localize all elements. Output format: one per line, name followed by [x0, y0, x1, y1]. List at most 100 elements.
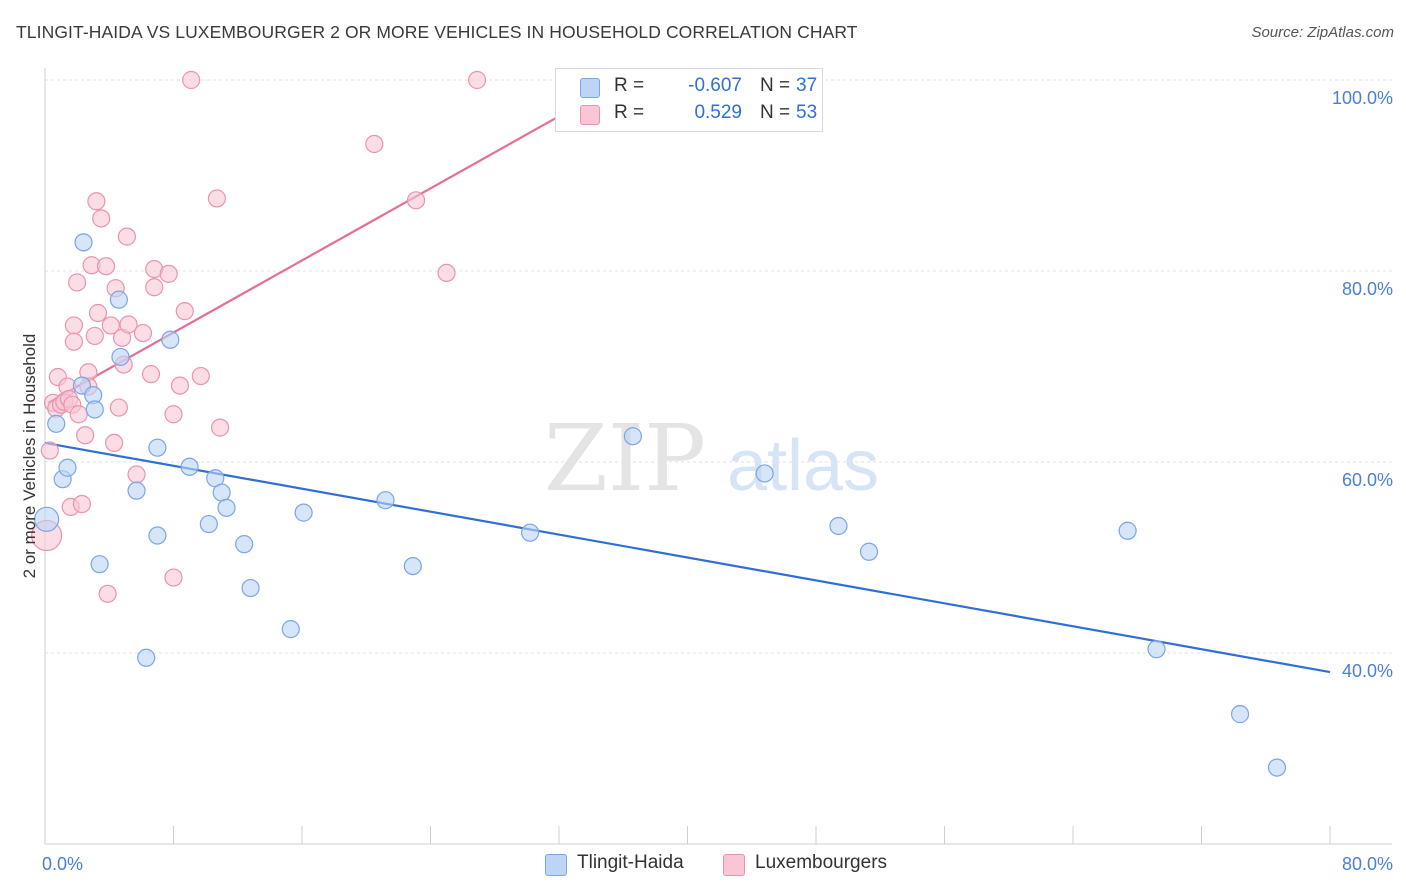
blue-swatch [580, 78, 600, 98]
tlingit-haida-point [34, 506, 60, 532]
tlingit-haida-point [58, 458, 77, 477]
gridlines [45, 79, 1392, 654]
y-tick-label: 60.0% [1342, 470, 1393, 490]
tlingit-haida-point [829, 516, 848, 536]
luxembourger-point [98, 584, 117, 603]
luxembourger-point [117, 227, 137, 246]
tlingit-haida-point [281, 620, 300, 639]
tlingit-haida-point [755, 464, 774, 483]
tlingit-haida-point [241, 578, 260, 598]
tlingit-haida-point [212, 483, 231, 502]
luxembourger-point [182, 70, 201, 90]
chart-title: TLINGIT-HAIDA VS LUXEMBOURGER 2 OR MORE … [16, 22, 858, 42]
tlingit-haida-point [1147, 640, 1166, 659]
tlingit-haida-point [623, 427, 642, 446]
luxembourger-point [92, 209, 111, 228]
luxembourger-point [69, 405, 88, 424]
y-tick-label: 40.0% [1342, 661, 1393, 681]
luxembourger-point [159, 264, 178, 283]
tlingit-haida-point [376, 491, 395, 510]
luxembourger-point [145, 278, 164, 297]
tlingit-haida-point [90, 555, 109, 574]
legend-r-label: R = [614, 75, 645, 96]
tlingit-haida-point [235, 535, 254, 554]
luxembourger-point [191, 366, 210, 386]
y-tick-label: 80.0% [1342, 279, 1393, 299]
luxembourger-point [141, 365, 161, 384]
tlingit-haida-point [137, 648, 156, 667]
tlingit-haida-point [520, 523, 540, 542]
tlingit-haida-point [294, 503, 313, 522]
x-tick-label-right: 80.0% [1342, 854, 1393, 874]
tlingit-haida-point [85, 400, 104, 419]
tlingit-haida-point [1267, 758, 1287, 777]
luxembourger-point [207, 189, 226, 208]
luxembourger-point [365, 134, 384, 154]
axes [44, 68, 1392, 845]
luxembourger-point [109, 398, 128, 417]
bottom-legend-label: Tlingit-Haida [577, 852, 684, 873]
luxembourger-point [210, 418, 230, 437]
y-tick-label: 100.0% [1332, 88, 1393, 108]
tlingit-haida-point [1118, 521, 1137, 540]
legend-r-value: 0.529 [694, 102, 742, 123]
luxembourger-point [85, 326, 104, 346]
data-points [31, 70, 1287, 777]
legend-r-label: R = [614, 102, 645, 123]
legend-r-value: -0.607 [688, 75, 742, 96]
luxembourger-point [164, 405, 183, 424]
luxembourger-point [104, 433, 124, 452]
tlingit-haida-point [180, 457, 199, 476]
luxembourger-point [64, 332, 84, 351]
source-label: Source: ZipAtlas.com [1251, 24, 1394, 41]
luxembourger-point [437, 263, 456, 283]
tick-labels: 100.0% 80.0% 60.0% 40.0% 0.0% 80.0% [42, 88, 1393, 874]
luxembourger-point [87, 192, 106, 211]
luxembourger-point [164, 568, 183, 587]
luxembourger-point [88, 303, 108, 323]
tlingit-haida-point [127, 481, 146, 500]
tlingit-haida-point [148, 526, 167, 545]
luxembourger-point [64, 316, 84, 335]
tlingit-haida-point [403, 556, 422, 576]
luxembourger-point [119, 315, 138, 334]
tlingit-haida-point [109, 290, 128, 309]
watermark-atlas: atlas [727, 426, 879, 506]
tlingit-haida-point [47, 414, 66, 433]
luxembourger-point [76, 426, 95, 445]
luxembourger-point [406, 191, 426, 210]
pink-swatch [580, 105, 600, 125]
luxembourger-point [170, 376, 190, 395]
tlingit-haida-point [161, 330, 180, 349]
tlingit-haida-point [199, 514, 218, 534]
tlingit-haida-trend-line [44, 441, 1331, 674]
pink-swatch [723, 854, 745, 876]
luxembourger-point [175, 302, 194, 321]
legend-n-label: N = [760, 102, 791, 123]
tlingit-haida-point [111, 347, 130, 367]
luxembourger-trend-line [47, 115, 560, 404]
bottom-legend-label: Luxembourgers [755, 852, 888, 873]
luxembourger-point [40, 441, 59, 460]
tlingit-haida-point [1230, 705, 1250, 724]
legend: R = -0.607 N = 37 R = 0.529 N = 53 [555, 68, 823, 132]
watermark: ZIP atlas [544, 405, 879, 512]
luxembourger-point [133, 323, 153, 343]
luxembourger-point [467, 70, 487, 90]
tlingit-haida-point [217, 498, 236, 517]
watermark-zip: ZIP [544, 405, 706, 512]
luxembourger-point [127, 465, 146, 484]
luxembourger-point [96, 257, 116, 276]
luxembourger-point [101, 316, 120, 335]
legend-n-value: 53 [796, 102, 818, 123]
tlingit-haida-point [859, 542, 879, 561]
tlingit-haida-point [148, 438, 167, 457]
tlingit-haida-point [74, 233, 93, 252]
luxembourger-point [68, 273, 87, 292]
luxembourger-point [72, 494, 92, 514]
x-tick-label-left: 0.0% [42, 854, 83, 874]
blue-swatch [545, 854, 567, 876]
trend-lines [44, 93, 1331, 674]
y-axis-label: 2 or more Vehicles in Household [20, 334, 39, 579]
